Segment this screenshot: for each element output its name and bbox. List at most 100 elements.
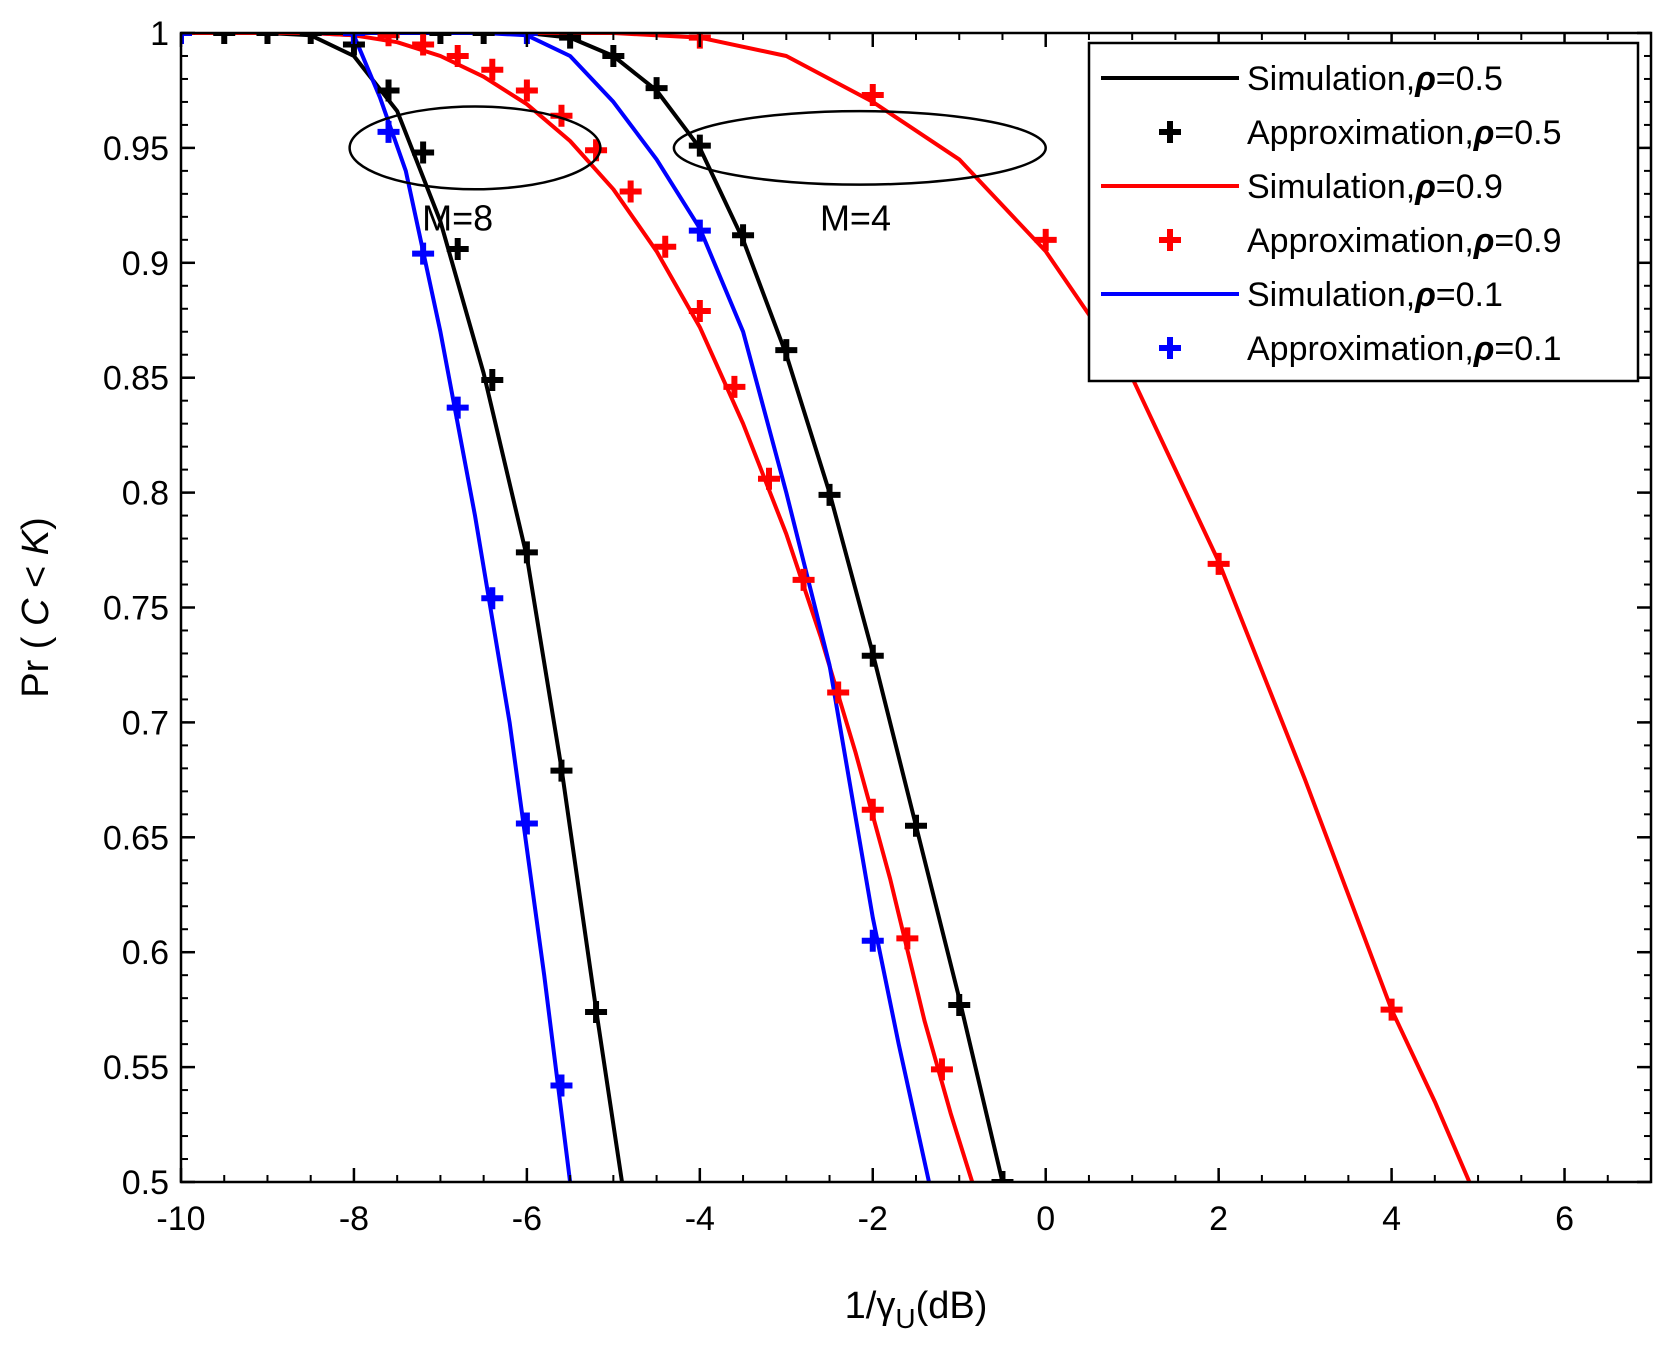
data-point bbox=[861, 798, 884, 821]
axes-layer: -10 -8 -6 -4 -2 0 2 4 6 0.5 0.55 0.6 0.65 0.7 0.75 0.8 0… bbox=[15, 15, 1653, 1334]
legend-label: Approximation,ρ=0.1 bbox=[1247, 330, 1562, 368]
data-point bbox=[256, 33, 279, 44]
data-point bbox=[412, 141, 435, 164]
y-tick-label: 1 bbox=[150, 15, 169, 53]
data-point bbox=[299, 33, 322, 44]
data-point bbox=[758, 467, 780, 490]
data-point bbox=[515, 541, 538, 564]
data-point bbox=[818, 483, 841, 506]
data-point bbox=[991, 1171, 1014, 1182]
x-tick-label: -10 bbox=[156, 1200, 205, 1238]
data-point bbox=[827, 681, 850, 704]
y-tick-label: 0.65 bbox=[103, 819, 169, 857]
data-point bbox=[723, 375, 746, 398]
data-point bbox=[446, 238, 469, 261]
legend-label: Approximation,ρ=0.5 bbox=[1247, 114, 1562, 152]
data-point bbox=[1207, 552, 1230, 575]
data-point bbox=[515, 79, 538, 102]
legend-item: Approximation,ρ=0.5 bbox=[1159, 114, 1562, 152]
data-point bbox=[412, 33, 435, 56]
data-point bbox=[585, 1000, 608, 1023]
series-markers-m8-0 bbox=[181, 33, 608, 1023]
x-tick-label: 6 bbox=[1555, 1200, 1574, 1238]
data-point bbox=[930, 1058, 953, 1081]
x-axis-label: 1/γU(dB) bbox=[845, 1285, 988, 1334]
x-tick-label: -8 bbox=[339, 1200, 369, 1238]
legend-item: Approximation,ρ=0.1 bbox=[1159, 330, 1562, 368]
annotation-label-m4: M=4 bbox=[820, 198, 891, 239]
series-line-m8-2 bbox=[181, 33, 975, 1182]
data-point bbox=[732, 224, 755, 247]
data-point bbox=[1380, 998, 1403, 1021]
data-point bbox=[619, 180, 642, 203]
x-tick-label: 0 bbox=[1036, 1200, 1055, 1238]
legend-item: Simulation,ρ=0.9 bbox=[1101, 168, 1503, 206]
data-point bbox=[775, 339, 798, 362]
legend-item: Simulation,ρ=0.1 bbox=[1101, 276, 1503, 314]
legend-marker-swatch bbox=[1159, 229, 1181, 251]
legend-label: Simulation,ρ=0.1 bbox=[1247, 276, 1503, 314]
data-point bbox=[861, 84, 884, 107]
legend-item: Simulation,ρ=0.5 bbox=[1101, 60, 1503, 98]
data-point bbox=[446, 44, 469, 67]
data-point bbox=[377, 79, 400, 102]
legend: Simulation,ρ=0.5 Approximation,ρ=0.5 Simul… bbox=[1087, 41, 1640, 383]
x-tick-label: -2 bbox=[858, 1200, 888, 1238]
data-point bbox=[515, 812, 538, 835]
data-point bbox=[481, 587, 504, 610]
legend-marker-swatch bbox=[1159, 121, 1181, 143]
y-axis-label: Pr ( C < K) bbox=[15, 517, 57, 698]
annotation-ellipse-m8 bbox=[348, 105, 602, 191]
data-point bbox=[412, 242, 435, 265]
y-tick-label: 0.75 bbox=[103, 590, 169, 628]
series-markers-m8-2 bbox=[377, 33, 953, 1081]
x-tick-label: 2 bbox=[1209, 1200, 1228, 1238]
y-tick-label: 0.8 bbox=[122, 475, 169, 513]
data-point bbox=[213, 33, 236, 44]
data-point bbox=[645, 77, 668, 100]
legend-item: Approximation,ρ=0.9 bbox=[1159, 222, 1562, 260]
legend-label: Simulation,ρ=0.9 bbox=[1247, 168, 1503, 206]
data-point bbox=[377, 33, 400, 47]
data-point bbox=[688, 300, 711, 323]
y-tick-label: 0.55 bbox=[103, 1049, 169, 1087]
data-point bbox=[861, 929, 884, 952]
annotation-label-m8: M=8 bbox=[422, 198, 493, 239]
data-point bbox=[481, 368, 504, 391]
y-tick-label: 0.6 bbox=[122, 934, 169, 972]
y-tick-label: 0.5 bbox=[122, 1164, 169, 1202]
data-point bbox=[550, 759, 573, 782]
data-point bbox=[688, 219, 711, 242]
data-point bbox=[792, 568, 815, 591]
data-point bbox=[1034, 228, 1057, 251]
data-point bbox=[602, 44, 625, 67]
annotation-ellipse-m4 bbox=[672, 109, 1047, 186]
series-line-m8-1 bbox=[181, 33, 573, 1182]
y-tick-label: 0.7 bbox=[122, 704, 169, 742]
x-tick-label: 4 bbox=[1382, 1200, 1401, 1238]
legend-label: Simulation,ρ=0.5 bbox=[1247, 60, 1503, 98]
data-point bbox=[377, 120, 400, 143]
data-point bbox=[472, 33, 495, 44]
x-tick-label: -6 bbox=[512, 1200, 542, 1238]
data-point bbox=[429, 33, 452, 44]
data-point bbox=[905, 814, 927, 837]
legend-label: Approximation,ρ=0.9 bbox=[1247, 222, 1562, 260]
annotation-layer: M=8 M=4 bbox=[348, 105, 1047, 239]
data-point bbox=[550, 1074, 573, 1097]
data-point bbox=[688, 134, 711, 157]
legend-box bbox=[1087, 41, 1640, 383]
y-tick-label: 0.95 bbox=[103, 130, 169, 168]
data-point bbox=[654, 235, 677, 258]
data-point bbox=[948, 994, 971, 1017]
data-point bbox=[861, 644, 884, 667]
series-layer bbox=[181, 33, 1472, 1182]
y-tick-label: 0.9 bbox=[122, 245, 169, 283]
legend-marker-swatch bbox=[1159, 337, 1181, 359]
y-tick-label: 0.85 bbox=[103, 360, 169, 398]
x-tick-label: -4 bbox=[685, 1200, 715, 1238]
data-point bbox=[446, 396, 469, 419]
data-point bbox=[896, 927, 919, 950]
